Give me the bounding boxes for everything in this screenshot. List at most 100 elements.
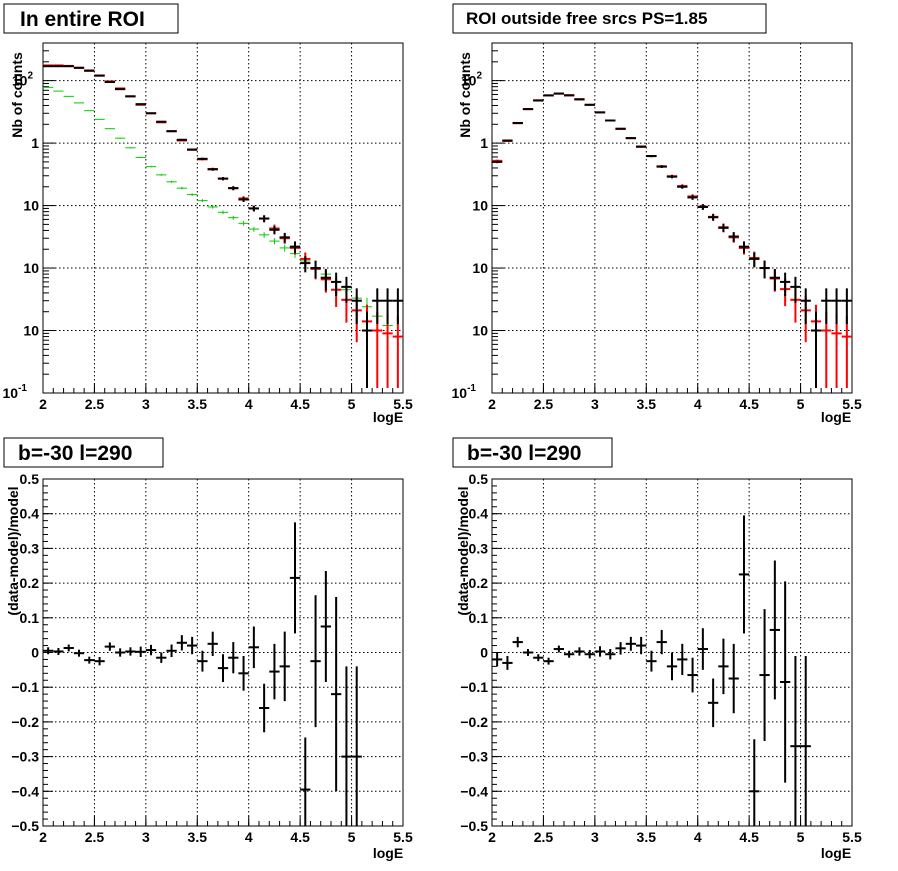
y-tick-label: 0 bbox=[480, 645, 488, 661]
data-point bbox=[738, 515, 750, 634]
data-point bbox=[605, 649, 616, 660]
panel-title-box bbox=[3, 3, 179, 34]
model-point bbox=[104, 128, 115, 130]
data-point bbox=[156, 120, 167, 123]
data-point bbox=[84, 656, 95, 664]
x-tick-label: 4 bbox=[694, 396, 702, 412]
y-tick-label: −0.1 bbox=[11, 679, 39, 695]
data-point bbox=[687, 195, 698, 200]
x-tick-label: 4.5 bbox=[739, 396, 759, 412]
data-point bbox=[584, 650, 595, 659]
data-point bbox=[115, 88, 126, 91]
data-point bbox=[94, 657, 105, 666]
grid bbox=[492, 479, 852, 826]
x-tick-label: 2 bbox=[39, 829, 47, 845]
data-point bbox=[156, 652, 167, 663]
data-point bbox=[351, 666, 362, 826]
data-point bbox=[780, 272, 791, 297]
data-point bbox=[300, 256, 311, 273]
panel-title: ROI outside free srcs PS=1.85 bbox=[466, 9, 707, 28]
data-point bbox=[125, 647, 136, 656]
panel-counts-entire-roi: In entire ROI logE Nb of counts 2 2.5 3 3.5… bbox=[3, 3, 413, 425]
data-point bbox=[310, 260, 321, 279]
data-point bbox=[289, 522, 301, 634]
data-point bbox=[656, 629, 667, 655]
x-tick-label: 3.5 bbox=[188, 396, 208, 412]
x-tick-label: 3 bbox=[591, 396, 599, 412]
data-point bbox=[259, 683, 270, 733]
data-point bbox=[197, 157, 208, 160]
data-point bbox=[279, 232, 290, 243]
model-point bbox=[145, 165, 157, 168]
data-point bbox=[790, 276, 801, 303]
x-axis-title: logE bbox=[373, 409, 403, 425]
x-tick-label: 5 bbox=[348, 829, 356, 845]
data-point bbox=[687, 657, 698, 693]
x-tick-label: 2.5 bbox=[534, 396, 554, 412]
data-point bbox=[320, 269, 331, 291]
data-point bbox=[176, 138, 187, 141]
x-tick-label: 5.5 bbox=[393, 396, 413, 412]
data-point bbox=[738, 241, 750, 254]
y-axis-title: (data-model)/model bbox=[5, 486, 21, 615]
data-point bbox=[104, 81, 115, 84]
data-point bbox=[145, 112, 157, 115]
data-point bbox=[492, 652, 503, 667]
plot-frame bbox=[491, 42, 853, 394]
data-point bbox=[759, 609, 770, 741]
y-axis-title: (data-model)/model bbox=[455, 486, 471, 615]
data-point bbox=[341, 666, 352, 826]
data-point bbox=[135, 103, 146, 106]
data-point bbox=[697, 204, 708, 210]
data-point bbox=[248, 205, 259, 212]
model-point bbox=[94, 118, 105, 120]
data-point bbox=[166, 130, 177, 133]
y-tick-label: 0.5 bbox=[469, 471, 489, 487]
data-point bbox=[533, 99, 544, 102]
model-point bbox=[228, 215, 239, 220]
data-point bbox=[728, 232, 739, 242]
data-point bbox=[790, 655, 801, 826]
data-point bbox=[73, 649, 85, 657]
x-tick-label: 4 bbox=[694, 829, 702, 845]
data-point bbox=[564, 94, 575, 97]
plot-frame bbox=[42, 42, 404, 394]
data-point bbox=[166, 644, 177, 658]
data-point bbox=[104, 642, 115, 651]
panel-title: b=-30 l=290 bbox=[467, 442, 581, 465]
x-tick-label: 5.5 bbox=[393, 829, 413, 845]
data-point bbox=[656, 165, 667, 168]
data-point bbox=[574, 647, 585, 656]
y-tick-label: 0.2 bbox=[469, 575, 489, 591]
data-point bbox=[512, 636, 523, 648]
panel-title-box bbox=[452, 437, 613, 468]
x-tick-label: 4 bbox=[245, 396, 253, 412]
data-point bbox=[115, 648, 126, 657]
model-point bbox=[84, 110, 95, 112]
data-point bbox=[145, 644, 157, 656]
series-data bbox=[492, 92, 852, 389]
data-point bbox=[821, 288, 832, 325]
data-point bbox=[372, 288, 383, 325]
model-point bbox=[176, 186, 187, 190]
x-tick-label: 2 bbox=[39, 396, 47, 412]
grid bbox=[43, 43, 403, 393]
data-point bbox=[228, 642, 239, 674]
data-point bbox=[522, 108, 534, 111]
model-point bbox=[392, 316, 403, 389]
data-point bbox=[228, 186, 239, 191]
x-tick-label: 5.5 bbox=[842, 396, 862, 412]
x-tick-label: 5 bbox=[797, 396, 805, 412]
model-point bbox=[115, 137, 126, 139]
y-tick-label: 0.5 bbox=[20, 471, 40, 487]
data-point bbox=[310, 595, 321, 728]
y-tick-label: 10 bbox=[472, 260, 488, 276]
data-point bbox=[207, 167, 218, 171]
data-point bbox=[666, 652, 678, 681]
data-point bbox=[594, 111, 606, 114]
model-point bbox=[135, 156, 146, 159]
x-tick-label: 3.5 bbox=[637, 396, 657, 412]
data-point bbox=[553, 92, 564, 95]
